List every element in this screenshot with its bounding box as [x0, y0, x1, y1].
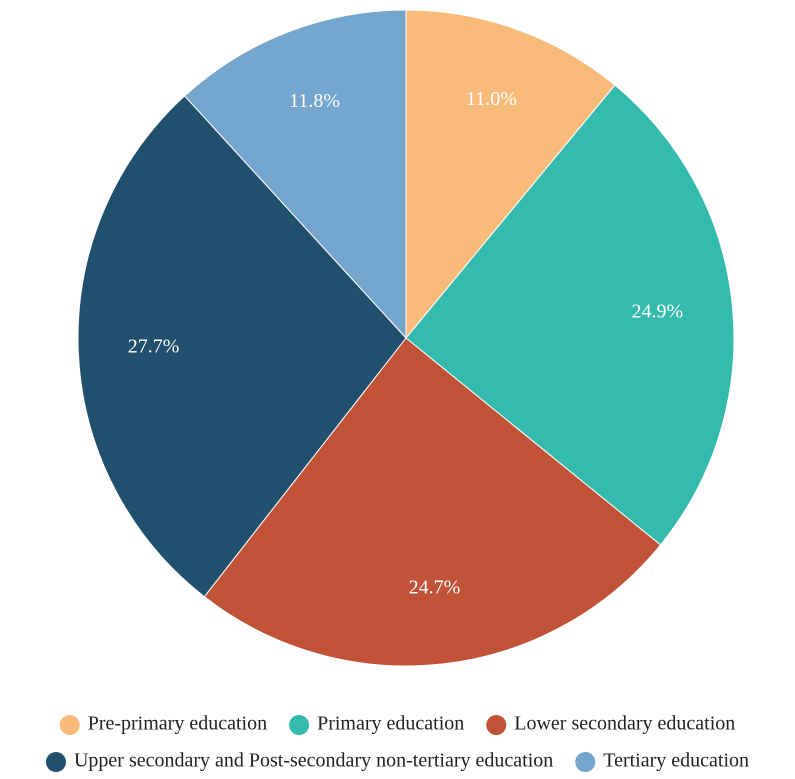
legend-label-5: Tertiary education: [603, 750, 749, 772]
slice-value-label-4: 27.7%: [128, 335, 180, 357]
legend-label-2: Primary education: [317, 713, 464, 735]
legend-row-1: Pre-primary education Primary education Lo…: [59, 713, 735, 735]
slice-value-label-3: 24.7%: [409, 577, 461, 599]
legend: Pre-primary education Primary education Lo…: [45, 713, 749, 772]
legend-item-3[interactable]: Lower secondary education: [486, 713, 735, 735]
legend-item-1[interactable]: Pre-primary education: [59, 713, 267, 735]
legend-marker-5: [575, 752, 596, 772]
pie-slice-4: [77, 95, 407, 598]
pie-value-labels: 11.0% 24.9% 24.7% 27.7% 11.8%: [128, 88, 683, 599]
pie-slice-3: [203, 337, 662, 667]
legend-item-2[interactable]: Primary education: [289, 713, 464, 735]
legend-marker-3: [486, 715, 507, 735]
legend-marker-4: [45, 752, 66, 772]
slice-value-label-1: 11.0%: [466, 88, 517, 110]
pie-slices: [77, 9, 735, 667]
pie-slice-1: [405, 9, 616, 340]
slice-value-label-2: 24.9%: [631, 301, 683, 323]
legend-item-4[interactable]: Upper secondary and Post-secondary non-t…: [45, 750, 553, 772]
legend-label-1: Pre-primary education: [88, 713, 267, 735]
legend-marker-1: [59, 715, 80, 735]
legend-label-4: Upper secondary and Post-secondary non-t…: [74, 750, 553, 772]
slice-value-label-5: 11.8%: [289, 90, 340, 112]
legend-item-5[interactable]: Tertiary education: [575, 750, 749, 772]
pie-slice-2: [405, 84, 735, 546]
legend-row-2: Upper secondary and Post-secondary non-t…: [45, 750, 749, 772]
pie-slice-5: [183, 9, 407, 340]
legend-marker-2: [289, 715, 310, 735]
legend-label-3: Lower secondary education: [514, 713, 735, 735]
